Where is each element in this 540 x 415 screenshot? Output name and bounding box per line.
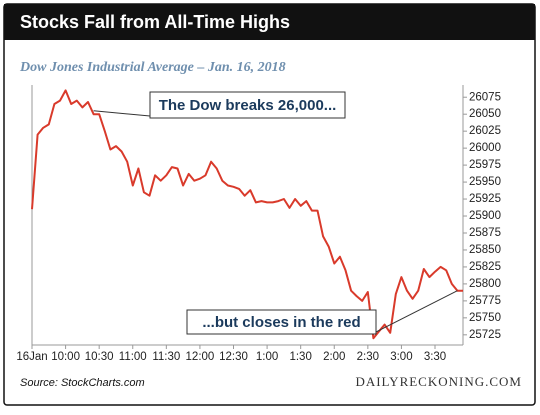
x-tick-label: 2:00: [323, 351, 345, 363]
x-tick-label: 3:30: [424, 351, 446, 363]
y-tick-label: 25850: [469, 244, 501, 256]
x-tick-label: 1:00: [256, 351, 278, 363]
y-tick-label: 25875: [469, 227, 501, 239]
x-tick-label: 11:00: [119, 351, 147, 363]
x-tick-label: 10:30: [85, 351, 114, 363]
annotation-pointer: [375, 290, 458, 333]
y-tick-label: 25775: [469, 295, 501, 307]
annotation-box: [149, 91, 346, 119]
y-tick-label: 25900: [469, 210, 501, 222]
annotation-pointer: [93, 110, 151, 117]
title-bar: [4, 4, 535, 40]
x-tick-label: 3:00: [390, 351, 412, 363]
x-tick-label: 12:30: [219, 351, 248, 363]
annotation-box: [186, 309, 377, 335]
y-tick-label: 25725: [469, 329, 501, 341]
y-tick-label: 25800: [469, 278, 501, 290]
y-tick-label: 25925: [469, 193, 501, 205]
annotation-text: ...but closes in the red: [202, 314, 360, 331]
x-tick-label: 16Jan: [16, 351, 47, 363]
y-tick-label: 26050: [469, 108, 501, 120]
y-tick-label: 26075: [469, 91, 501, 103]
y-tick-label: 25825: [469, 261, 501, 273]
data-line: [31, 89, 463, 340]
y-tick-label: 25750: [469, 312, 501, 324]
brand: DAILYRECKONING.COM: [355, 374, 522, 389]
y-tick-label: 25975: [469, 159, 501, 171]
x-tick-label: 1:30: [289, 351, 311, 363]
y-tick-label: 26000: [469, 142, 501, 154]
y-tick-label: 25950: [469, 176, 501, 188]
y-tick-label: 26025: [469, 125, 501, 137]
x-tick-label: 2:30: [357, 351, 379, 363]
chart-title: Stocks Fall from All-Time Highs: [20, 12, 290, 32]
x-tick-label: 12:00: [186, 351, 215, 363]
annotation-text: The Dow breaks 26,000...: [159, 97, 337, 114]
source: Source: StockCharts.com: [20, 377, 145, 389]
x-tick-label: 11:30: [152, 351, 180, 363]
chart-subtitle: Dow Jones Industrial Average – Jan. 16, …: [19, 60, 286, 75]
x-tick-label: 10:00: [51, 351, 80, 363]
